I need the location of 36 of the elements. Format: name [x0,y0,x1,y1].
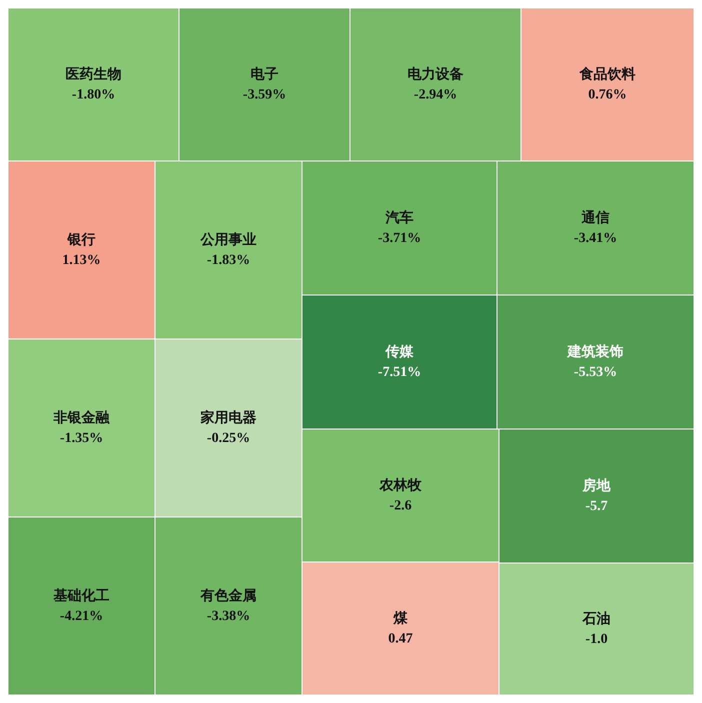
data-label: -2.6 [389,498,412,514]
category-label: 医药生物 [66,66,122,82]
data-label: 0.76% [588,88,627,102]
category-label: 银行 [66,232,96,248]
data-label: 1.13% [62,253,101,268]
category-label: 建筑装饰 [566,344,624,360]
data-label: -4.21% [60,609,104,624]
category-label: 石油 [582,611,610,627]
category-label: 电力设备 [408,66,464,82]
data-label: -5.53% [574,365,618,380]
category-label: 基础化工 [52,588,110,604]
data-label: -3.38% [206,609,250,624]
data-label: -1.35% [60,431,104,446]
category-label: 传媒 [384,344,414,360]
data-label: -3.41% [574,231,618,246]
data-label: -1.0 [585,632,608,647]
category-label: 煤 [392,610,408,626]
data-label: -5.7 [585,499,608,514]
category-label: 有色金属 [200,588,256,604]
category-label: 房地 [582,477,612,494]
data-label: -1.80% [72,88,116,102]
data-label: -0.25% [206,431,250,446]
data-label: -7.51% [378,365,422,380]
category-label: 电子 [250,66,278,82]
category-label: 非银金融 [52,410,110,426]
category-label: 农林牧 [378,478,422,494]
data-label: -2.94% [414,88,458,102]
category-label: 通信 [580,209,610,226]
data-label: -1.83% [206,253,250,268]
data-label: -3.59% [242,88,286,102]
category-label: 家用电器 [200,409,256,426]
data-label: -3.71% [378,231,422,246]
category-label: 食品饮料 [578,66,636,82]
category-label: 公用事业 [200,232,256,248]
data-label: 0.47 [388,632,413,646]
category-label: 汽车 [384,209,414,226]
